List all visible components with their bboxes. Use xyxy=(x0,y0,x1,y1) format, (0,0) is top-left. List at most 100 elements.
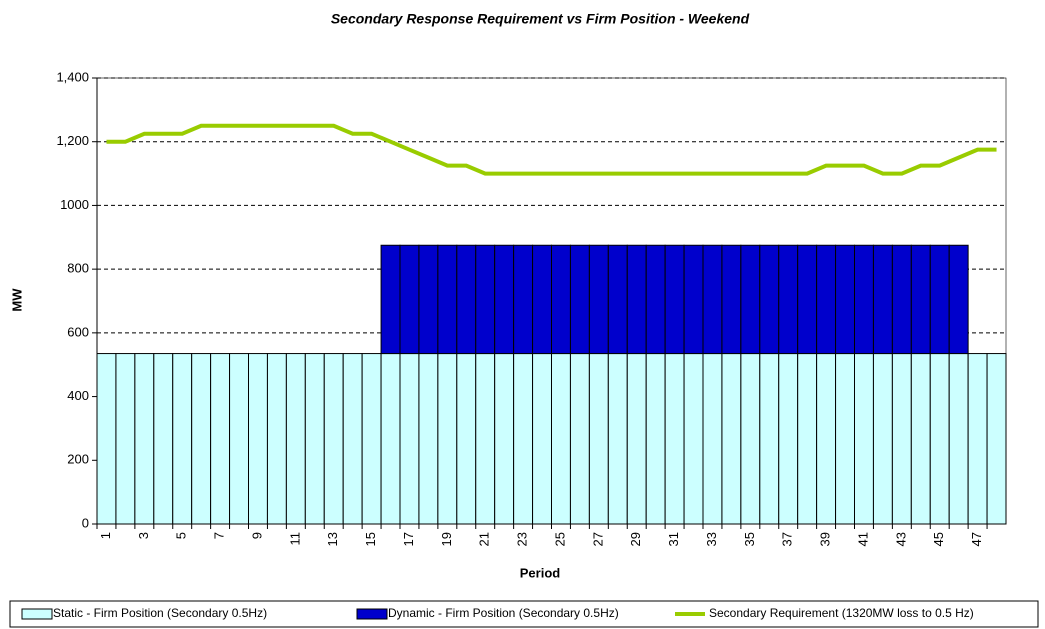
bar xyxy=(835,244,855,355)
x-tick-label: 17 xyxy=(401,532,416,546)
bar xyxy=(740,244,761,355)
legend-label: Dynamic - Firm Position (Secondary 0.5Hz… xyxy=(388,606,619,620)
bar xyxy=(96,353,117,525)
bar xyxy=(759,244,780,355)
bar xyxy=(948,353,969,525)
bar xyxy=(304,353,325,525)
bar xyxy=(437,353,458,525)
bar xyxy=(418,244,439,355)
x-tick-label: 25 xyxy=(552,532,567,546)
bar xyxy=(134,353,155,525)
bar xyxy=(683,244,704,355)
bar xyxy=(854,244,874,355)
y-tick-label: 1,400 xyxy=(56,69,89,84)
bar xyxy=(456,353,477,525)
bar xyxy=(285,353,306,525)
bar xyxy=(607,244,628,355)
bar xyxy=(569,244,590,355)
bar xyxy=(683,353,704,525)
x-tick-label: 41 xyxy=(855,532,870,546)
bar xyxy=(380,353,401,525)
bar xyxy=(891,353,912,525)
bar xyxy=(854,353,874,525)
x-axis-title: Period xyxy=(520,565,561,580)
bar xyxy=(607,353,628,525)
bar xyxy=(172,353,193,525)
bar xyxy=(399,244,420,355)
x-tick-label: 15 xyxy=(363,532,378,546)
legend-swatch xyxy=(356,608,388,620)
bar xyxy=(115,353,136,525)
bar xyxy=(191,353,212,525)
bar xyxy=(437,244,458,355)
bar xyxy=(532,244,552,355)
bar xyxy=(778,353,799,525)
legend-swatch xyxy=(21,608,53,620)
bar xyxy=(872,353,893,525)
bar xyxy=(721,244,742,355)
bar xyxy=(513,353,534,525)
bar xyxy=(323,353,344,525)
bar xyxy=(153,353,174,525)
bar xyxy=(872,244,893,355)
x-tick-label: 1 xyxy=(98,532,113,539)
x-tick-label: 11 xyxy=(287,532,302,546)
bar xyxy=(759,353,780,525)
bar xyxy=(475,353,496,525)
bar xyxy=(380,244,401,355)
x-tick-label: 47 xyxy=(969,532,984,546)
bar xyxy=(797,244,818,355)
x-tick-label: 21 xyxy=(477,532,492,546)
bar xyxy=(778,244,799,355)
y-tick-label: 800 xyxy=(67,261,89,276)
bar xyxy=(664,353,685,525)
x-tick-label: 31 xyxy=(666,532,681,546)
y-tick-label: 400 xyxy=(67,388,89,403)
bar xyxy=(910,244,931,355)
y-tick-label: 1000 xyxy=(60,197,89,212)
bar xyxy=(702,244,723,355)
x-tick-label: 33 xyxy=(704,532,719,546)
bar xyxy=(835,353,855,525)
bar xyxy=(588,353,609,525)
bar xyxy=(929,353,950,525)
bar xyxy=(569,353,590,525)
x-tick-label: 45 xyxy=(931,532,946,546)
y-tick-label: 0 xyxy=(82,515,89,530)
bar xyxy=(702,353,723,525)
x-tick-label: 7 xyxy=(212,532,227,539)
x-tick-label: 19 xyxy=(439,532,454,546)
x-tick-label: 35 xyxy=(742,532,757,546)
bar xyxy=(721,353,742,525)
x-tick-label: 23 xyxy=(515,532,530,546)
bar xyxy=(948,244,969,355)
x-tick-label: 27 xyxy=(590,532,605,546)
bar xyxy=(532,353,552,525)
bar xyxy=(626,353,647,525)
bar xyxy=(929,244,950,355)
x-tick-label: 43 xyxy=(893,532,908,546)
bar xyxy=(475,244,496,355)
y-tick-label: 200 xyxy=(67,452,89,467)
legend-label: Static - Firm Position (Secondary 0.5Hz) xyxy=(53,606,267,620)
bar xyxy=(342,353,363,525)
bar xyxy=(891,244,912,355)
bar xyxy=(816,244,837,355)
bar xyxy=(456,244,477,355)
y-tick-label: 600 xyxy=(67,324,89,339)
bar xyxy=(399,353,420,525)
legend-box xyxy=(9,600,1039,628)
bar xyxy=(740,353,761,525)
bar xyxy=(418,353,439,525)
x-tick-label: 5 xyxy=(174,532,189,539)
bar xyxy=(645,244,666,355)
bar xyxy=(816,353,837,525)
x-tick-label: 3 xyxy=(136,532,151,539)
bar xyxy=(494,353,515,525)
bar xyxy=(266,353,287,525)
bar xyxy=(513,244,534,355)
chart-title: Secondary Response Requirement vs Firm P… xyxy=(331,11,750,27)
x-tick-label: 13 xyxy=(325,532,340,546)
bar xyxy=(797,353,818,525)
